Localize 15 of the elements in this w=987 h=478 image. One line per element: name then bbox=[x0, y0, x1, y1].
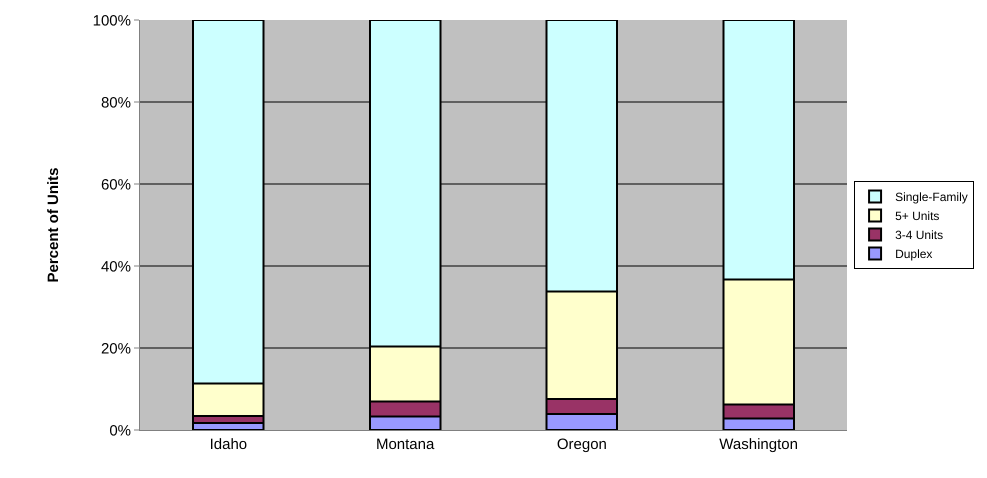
y-tick-label: 80% bbox=[100, 94, 131, 112]
x-tick-label: Montana bbox=[376, 436, 435, 453]
legend-label: 5+ Units bbox=[895, 209, 940, 224]
y-tick-label: 40% bbox=[100, 258, 131, 276]
x-tick-label: Idaho bbox=[210, 436, 248, 453]
y-tick-label: 100% bbox=[92, 12, 131, 30]
y-tick-label: 60% bbox=[100, 176, 131, 194]
legend-label: 3-4 Units bbox=[895, 228, 944, 242]
x-tick-label: Oregon bbox=[556, 436, 607, 453]
legend-label: Single-Family bbox=[895, 190, 968, 204]
y-axis-title: Percent of Units bbox=[44, 167, 62, 283]
legend-label: Duplex bbox=[895, 247, 932, 262]
x-tick-label: Washington bbox=[719, 436, 798, 453]
y-tick-label: 20% bbox=[100, 340, 131, 358]
y-tick-label: 0% bbox=[109, 422, 131, 440]
